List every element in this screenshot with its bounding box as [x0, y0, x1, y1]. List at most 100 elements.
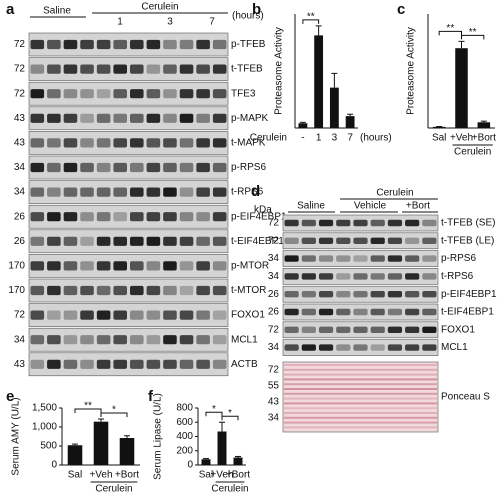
- significance-label: *: [228, 408, 232, 419]
- blot-band: [422, 219, 437, 227]
- x-tick-label: +Bort: [226, 470, 250, 481]
- blot-band: [130, 359, 144, 369]
- bar: [314, 35, 324, 128]
- blot-band: [63, 39, 78, 50]
- blot-band: [318, 326, 334, 333]
- y-tick-label: 500: [40, 441, 57, 452]
- kda-marker: 34: [268, 342, 280, 353]
- blot-band: [130, 162, 144, 173]
- blot-band: [163, 310, 177, 320]
- significance-bracket: [100, 412, 128, 418]
- kda-marker: 72: [268, 324, 280, 335]
- y-axis-label: Serum Lipase (U/L): [153, 393, 164, 480]
- blot-band: [146, 261, 161, 271]
- blot-band: [179, 39, 194, 50]
- blot-band: [405, 326, 420, 333]
- group-label: Saline: [297, 201, 325, 212]
- blot-band: [30, 138, 45, 148]
- ponceau-band: [284, 364, 437, 366]
- blot-label: p-RPS6: [441, 253, 476, 264]
- blot-band: [113, 113, 127, 123]
- blot-band: [113, 64, 127, 74]
- kda-marker: 43: [14, 359, 26, 370]
- blot-band: [179, 187, 194, 197]
- blot-band: [163, 236, 177, 246]
- blot-band: [163, 212, 177, 222]
- blot-band: [47, 261, 61, 271]
- blot-band: [113, 335, 127, 345]
- x-tick-label: Sal: [199, 470, 213, 481]
- blot-band: [63, 310, 78, 320]
- blot-label: t-TFEB: [231, 64, 263, 75]
- blot-band: [353, 219, 368, 227]
- blot-band: [387, 308, 403, 316]
- kda-marker: 34: [268, 253, 280, 264]
- blot-band: [179, 162, 194, 173]
- blot-band: [212, 187, 227, 197]
- blot-band: [96, 64, 111, 74]
- blot-band: [146, 359, 161, 369]
- blot-band: [301, 308, 316, 316]
- group-label: Saline: [43, 6, 71, 17]
- blot-band: [80, 359, 94, 369]
- ponceau-band: [284, 421, 437, 424]
- significance-bracket: [205, 411, 223, 417]
- blot-band: [113, 187, 127, 197]
- blot-band: [196, 162, 210, 173]
- blot-band: [130, 212, 144, 222]
- blot-band: [146, 285, 161, 296]
- blot-band: [163, 359, 177, 369]
- panel-letter: c: [397, 1, 405, 18]
- panel-letter: b: [252, 1, 261, 18]
- blot-band: [163, 261, 177, 271]
- blot-band: [96, 310, 111, 320]
- blot-band: [130, 310, 144, 320]
- blot-band: [130, 89, 144, 99]
- blot-band: [196, 138, 210, 148]
- blot-band: [336, 291, 351, 298]
- blot-strip: [282, 250, 439, 267]
- kda-marker: 43: [268, 397, 280, 408]
- significance-bracket: [438, 30, 462, 36]
- blot-band: [130, 64, 144, 74]
- blot-strip: [28, 327, 229, 352]
- blot-band: [353, 273, 368, 280]
- blot-band: [63, 162, 78, 173]
- blot-band: [63, 89, 78, 99]
- significance-bracket: [461, 34, 485, 40]
- blot-band: [318, 291, 334, 298]
- blot-band: [130, 39, 144, 50]
- blot-band: [146, 138, 161, 148]
- kda-marker: 34: [14, 187, 26, 198]
- subgroup-label: +Bort: [406, 201, 430, 212]
- blot-strip: [28, 352, 229, 377]
- blot-band: [47, 138, 61, 148]
- blot-band: [30, 89, 45, 99]
- blot-band: [196, 89, 210, 99]
- blot-strip: [28, 106, 229, 131]
- blot-band: [387, 219, 403, 227]
- blot-strip: [28, 204, 229, 229]
- blot-band: [146, 64, 161, 74]
- blot-band: [387, 237, 403, 244]
- bar: [477, 122, 491, 128]
- kda-marker: 170: [8, 261, 25, 272]
- blot-band: [179, 359, 194, 369]
- blot-band: [301, 326, 316, 333]
- blot-band: [284, 344, 299, 351]
- timepoint: 1: [117, 17, 123, 28]
- x-tick-label: 1: [316, 133, 322, 144]
- kda-marker: 72: [14, 39, 26, 50]
- blot-band: [30, 236, 45, 246]
- blot-band: [353, 237, 368, 244]
- blot-label: p-MAPK: [231, 113, 269, 124]
- blot-band: [113, 310, 127, 320]
- blot-band: [47, 310, 61, 320]
- blot-label: MCL1: [231, 334, 258, 345]
- x-tick-label: 7: [347, 133, 353, 144]
- blot-band: [163, 39, 177, 50]
- kda-marker: 26: [268, 289, 280, 300]
- significance-label: **: [84, 401, 92, 412]
- blot-band: [80, 236, 94, 246]
- blot-band: [63, 236, 78, 246]
